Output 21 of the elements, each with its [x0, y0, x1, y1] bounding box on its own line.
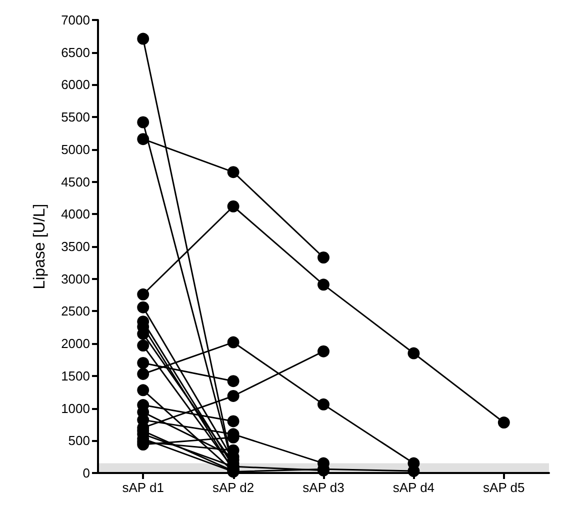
y-tick-label: 3500: [61, 239, 90, 254]
y-tick-label: 1500: [61, 368, 90, 384]
y-tick-label: 4500: [61, 174, 90, 190]
y-tick-label: 6500: [61, 44, 90, 60]
y-tick-label: 5000: [61, 142, 90, 157]
y-tick-label: 2000: [61, 336, 90, 352]
x-tick-label: sAP d3: [302, 480, 344, 495]
y-tick-label: 500: [68, 433, 90, 448]
y-tick-label: 1000: [61, 400, 90, 416]
y-axis-title: Lipase [U/L]: [32, 204, 48, 290]
y-tick-label: 6000: [61, 77, 90, 92]
x-tick-label: sAP d5: [483, 480, 525, 495]
y-tick-label: 2500: [61, 304, 90, 319]
x-tick-label: sAP d1: [122, 480, 164, 495]
y-tick-label: 4000: [61, 206, 90, 222]
y-tick-label: 5500: [61, 110, 90, 125]
x-tick-label: sAP d4: [392, 480, 435, 495]
x-tick-label: sAP d2: [212, 480, 254, 495]
y-tick-label: 3000: [61, 271, 90, 286]
y-tick-label: 0: [82, 466, 90, 480]
y-tick-label: 7000: [61, 12, 90, 28]
